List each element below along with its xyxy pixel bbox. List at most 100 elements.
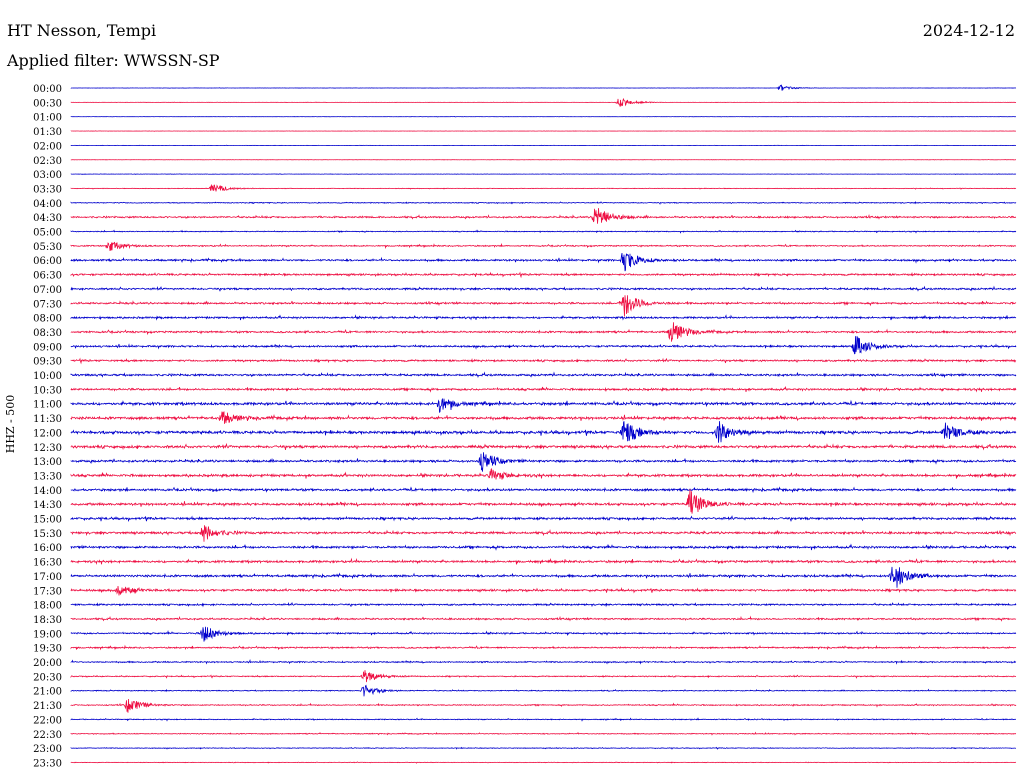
row-time-label: 13:00 bbox=[33, 457, 62, 468]
row-time-label: 00:00 bbox=[33, 84, 62, 95]
seismic-trace-1030 bbox=[70, 385, 1017, 393]
row-time-label: 19:00 bbox=[33, 629, 62, 640]
seismic-trace-0900 bbox=[70, 336, 1017, 355]
row-time-label: 10:00 bbox=[33, 371, 62, 382]
row-time-label: 03:00 bbox=[33, 170, 62, 181]
filter-label: Applied filter: WWSSN-SP bbox=[7, 51, 220, 70]
seismic-trace-1630 bbox=[70, 557, 1017, 565]
row-time-label: 06:00 bbox=[33, 256, 62, 267]
seismic-trace-0000 bbox=[70, 84, 1017, 91]
row-time-label: 16:30 bbox=[33, 558, 62, 569]
row-time-label: 20:30 bbox=[33, 672, 62, 683]
seismic-trace-1830 bbox=[70, 615, 1017, 622]
row-time-label: 02:00 bbox=[33, 141, 62, 152]
seismic-trace-1800 bbox=[70, 601, 1017, 608]
seismic-trace-1700 bbox=[70, 566, 1017, 588]
row-time-label: 02:30 bbox=[33, 156, 62, 167]
seismic-trace-0500 bbox=[70, 229, 1017, 234]
row-time-label: 15:30 bbox=[33, 529, 62, 540]
row-time-label: 01:00 bbox=[33, 113, 62, 124]
seismic-trace-0130 bbox=[70, 130, 1017, 132]
seismic-trace-2230 bbox=[70, 731, 1017, 736]
row-time-label: 18:30 bbox=[33, 615, 62, 626]
seismic-trace-1130 bbox=[70, 411, 1017, 424]
seismic-trace-0930 bbox=[70, 357, 1017, 365]
row-time-label: 01:30 bbox=[33, 127, 62, 138]
seismic-trace-1730 bbox=[70, 585, 1017, 596]
y-axis-label: HHZ - 500 bbox=[4, 395, 17, 454]
row-time-label: 21:30 bbox=[33, 701, 62, 712]
row-time-label: 18:00 bbox=[33, 601, 62, 612]
seismic-trace-1000 bbox=[70, 371, 1017, 379]
seismic-trace-0830 bbox=[70, 322, 1017, 342]
seismic-trace-0700 bbox=[70, 285, 1017, 292]
seismic-trace-1930 bbox=[70, 644, 1017, 651]
row-time-label: 15:00 bbox=[33, 515, 62, 526]
row-time-label: 03:30 bbox=[33, 184, 62, 195]
seismic-trace-0730 bbox=[70, 295, 1017, 317]
row-time-label: 12:00 bbox=[33, 428, 62, 439]
row-time-label: 20:00 bbox=[33, 658, 62, 669]
seismic-trace-0400 bbox=[70, 201, 1017, 205]
row-time-label: 10:30 bbox=[33, 385, 62, 396]
seismic-trace-1230 bbox=[70, 442, 1017, 451]
seismic-trace-1400 bbox=[70, 486, 1017, 494]
seismic-trace-0630 bbox=[70, 271, 1017, 279]
row-time-label: 14:30 bbox=[33, 500, 62, 511]
row-time-label: 07:30 bbox=[33, 299, 62, 310]
row-time-label: 19:30 bbox=[33, 644, 62, 655]
seismic-trace-0530 bbox=[70, 241, 1017, 251]
row-time-label: 09:00 bbox=[33, 342, 62, 353]
row-time-label: 04:30 bbox=[33, 213, 62, 224]
row-time-label: 23:00 bbox=[33, 744, 62, 755]
row-time-label: 07:00 bbox=[33, 285, 62, 296]
seismic-trace-0030 bbox=[70, 97, 1017, 107]
row-time-label: 04:00 bbox=[33, 199, 62, 210]
seismic-trace-2200 bbox=[70, 717, 1016, 722]
seismic-trace-2300 bbox=[70, 746, 1017, 750]
seismic-trace-0800 bbox=[70, 314, 1017, 321]
row-time-label: 13:30 bbox=[33, 471, 62, 482]
date-label: 2024-12-12 bbox=[922, 21, 1015, 40]
seismic-trace-0230 bbox=[70, 159, 1017, 161]
row-time-label: 17:30 bbox=[33, 586, 62, 597]
row-time-label: 08:00 bbox=[33, 314, 62, 325]
row-time-label: 22:30 bbox=[33, 730, 62, 741]
row-time-label: 21:00 bbox=[33, 687, 62, 698]
row-time-label: 12:30 bbox=[33, 443, 62, 454]
seismic-trace-2030 bbox=[70, 670, 1017, 683]
row-time-label: 22:00 bbox=[33, 715, 62, 726]
row-time-label: 05:30 bbox=[33, 242, 62, 253]
seismic-trace-1330 bbox=[70, 468, 1017, 480]
seismic-trace-2130 bbox=[70, 698, 1017, 713]
row-time-label: 08:30 bbox=[33, 328, 62, 339]
row-time-label: 11:30 bbox=[33, 414, 62, 425]
seismic-trace-0430 bbox=[70, 208, 1017, 224]
seismic-trace-0330 bbox=[70, 183, 1017, 192]
seismic-trace-1430 bbox=[70, 489, 1017, 514]
row-time-label: 05:00 bbox=[33, 228, 62, 239]
seismic-trace-2100 bbox=[70, 684, 1017, 697]
seismic-trace-0600 bbox=[70, 252, 1017, 272]
row-time-label: 06:30 bbox=[33, 271, 62, 282]
row-time-label: 17:00 bbox=[33, 572, 62, 583]
row-time-label: 14:00 bbox=[33, 486, 62, 497]
seismic-trace-1500 bbox=[70, 515, 1017, 523]
seismic-trace-1600 bbox=[70, 543, 1017, 551]
row-time-label: 16:00 bbox=[33, 543, 62, 554]
row-time-label: 09:30 bbox=[33, 357, 62, 368]
seismic-trace-1530 bbox=[70, 525, 1017, 542]
row-time-label: 00:30 bbox=[33, 98, 62, 109]
row-time-labels: 00:00 00:30 01:00 01:30 02:00 02:30 03:00 03:30… bbox=[33, 84, 62, 769]
seismic-trace-1300 bbox=[70, 452, 1017, 472]
row-time-label: 11:00 bbox=[33, 400, 62, 411]
seismic-trace-1100 bbox=[70, 397, 1017, 413]
seismic-trace-0300 bbox=[70, 173, 1017, 176]
seismic-trace-2330 bbox=[70, 761, 1017, 764]
seismic-trace-1200 bbox=[70, 421, 1017, 443]
row-time-label: 23:30 bbox=[33, 758, 62, 769]
seismic-trace-2000 bbox=[70, 659, 1017, 665]
seismic-trace-1900 bbox=[70, 626, 1017, 642]
trace-group bbox=[70, 84, 1017, 764]
